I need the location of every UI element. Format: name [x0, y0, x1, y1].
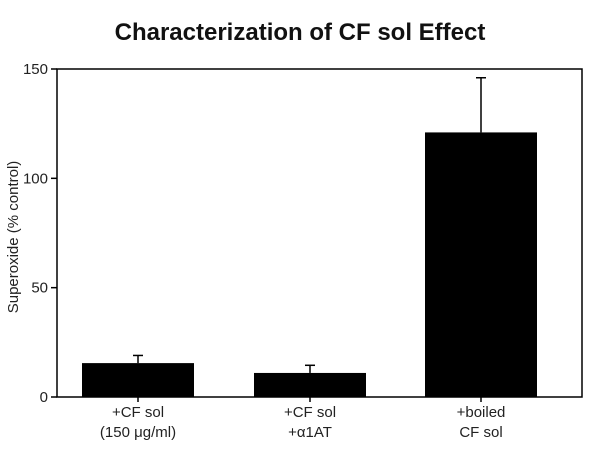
- x-tick-label: +CF sol: [284, 404, 336, 421]
- bars: [82, 76, 537, 397]
- y-axis: 0 50 100 150: [23, 61, 57, 406]
- y-tick-label: 100: [23, 170, 48, 187]
- y-tick-label: 150: [23, 61, 48, 78]
- x-tick-label: +α1AT: [288, 424, 332, 441]
- x-axis: +CF sol (150 μg/ml) +CF sol +α1AT +boiled CF …: [100, 397, 505, 441]
- x-tick-label: +boiled: [457, 404, 506, 421]
- bar: [425, 132, 537, 397]
- x-tick-label: (150 μg/ml): [100, 424, 176, 441]
- x-tick-label: +CF sol: [112, 404, 164, 421]
- y-tick-label: 50: [31, 280, 48, 297]
- x-tick-label: CF sol: [459, 424, 502, 441]
- bar: [254, 372, 366, 397]
- y-axis-label: Superoxide (% control): [5, 161, 22, 314]
- bar: [82, 363, 194, 397]
- chart-title: Characterization of CF sol Effect: [115, 19, 486, 46]
- y-tick-label: 0: [40, 389, 48, 406]
